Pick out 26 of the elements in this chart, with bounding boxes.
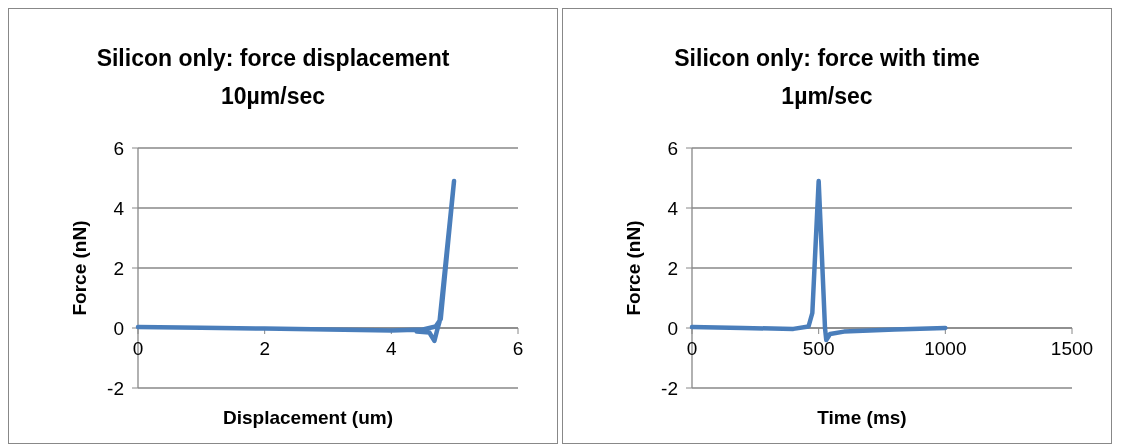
chart-title: Silicon only: force displacement 10µm/sec xyxy=(96,45,450,109)
x-tick-label: 0 xyxy=(132,338,144,359)
y-tick-label: 2 xyxy=(113,258,124,279)
x-tick-label: 1500 xyxy=(1050,338,1094,359)
x-tick-label: 500 xyxy=(802,338,835,359)
line-series xyxy=(135,178,457,344)
y-axis-title: Force (nN) xyxy=(623,220,644,316)
y-tick-label: 4 xyxy=(667,198,679,219)
y-tick-label: -2 xyxy=(107,378,124,399)
y-tick-label: -2 xyxy=(661,378,678,399)
y-tick-label: 4 xyxy=(113,198,125,219)
x-axis-title: Displacement (um) xyxy=(223,407,393,428)
y-tick-label: 0 xyxy=(113,318,124,339)
y-tick-label: 6 xyxy=(667,138,678,159)
x-tick-label: 6 xyxy=(512,338,524,359)
line-series xyxy=(689,178,948,343)
y-tick-label: 6 xyxy=(113,138,124,159)
y-tick-label: 2 xyxy=(667,258,678,279)
chart-title: Silicon only: force with time 1µm/sec xyxy=(674,45,980,109)
y-tick-label: 0 xyxy=(667,318,678,339)
x-tick-label: 2 xyxy=(259,338,270,359)
x-tick-label: 0 xyxy=(686,338,698,359)
x-tick-label: 1000 xyxy=(924,338,967,359)
x-axis-title: Time (ms) xyxy=(817,407,907,428)
x-tick-label: 4 xyxy=(386,338,398,359)
y-axis-title: Force (nN) xyxy=(69,220,90,316)
